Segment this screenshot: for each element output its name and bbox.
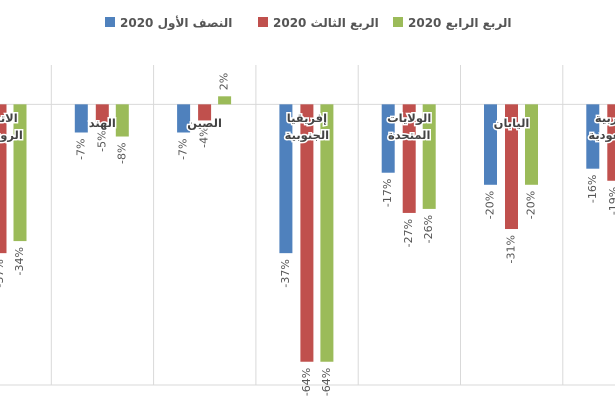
legend-label: الربع الرابع 2020 [408,16,511,30]
bar [525,104,538,185]
bar [198,104,212,121]
category-label: العربيةالسعودية [588,111,615,143]
category-label: إفريقيا الجنوبية [285,111,329,143]
value-label: -7% [74,139,87,160]
value-label: -20% [484,191,497,219]
value-label: -31% [505,235,518,263]
legend-swatch [393,17,403,27]
value-label: -26% [422,215,435,243]
value-label: -8% [115,143,128,164]
bar [13,104,27,242]
legend-label: النصف الأول 2020 [120,15,232,31]
bar [279,104,293,254]
bar [422,104,436,209]
bar [115,104,129,137]
bar [607,104,615,181]
bar [177,104,191,133]
value-label: -19% [607,187,615,215]
category-label: الصين [187,116,222,130]
category-label: الاتحادالروسي [0,111,23,143]
bar [381,104,395,173]
value-label: -34% [13,247,26,275]
bar [95,104,109,125]
value-label: -17% [381,179,394,207]
value-label: -37% [0,259,6,287]
value-label: -37% [279,259,292,287]
legend-swatch [258,17,268,27]
value-label: -27% [402,219,415,247]
value-label: -20% [525,191,538,219]
bar [300,104,314,362]
category-label: الولايات المتحدة [387,111,431,142]
category-label: اليابان [494,116,530,130]
value-label: -5% [95,130,108,151]
value-label: -4% [198,126,211,147]
bar [74,104,88,133]
bar [505,104,518,230]
bar [320,104,334,362]
bar [586,104,600,169]
legend-label: الربع الثالث 2020 [273,16,379,30]
value-label: -64% [320,368,333,396]
bar [402,104,416,213]
category-label: الهند [89,116,116,130]
value-label: -64% [300,368,313,396]
value-label: 2% [218,73,231,90]
bar [218,96,232,105]
bar [0,104,7,254]
bar [484,104,497,185]
legend-swatch [105,17,115,27]
value-label: -16% [586,175,599,203]
value-label: -7% [177,139,190,160]
